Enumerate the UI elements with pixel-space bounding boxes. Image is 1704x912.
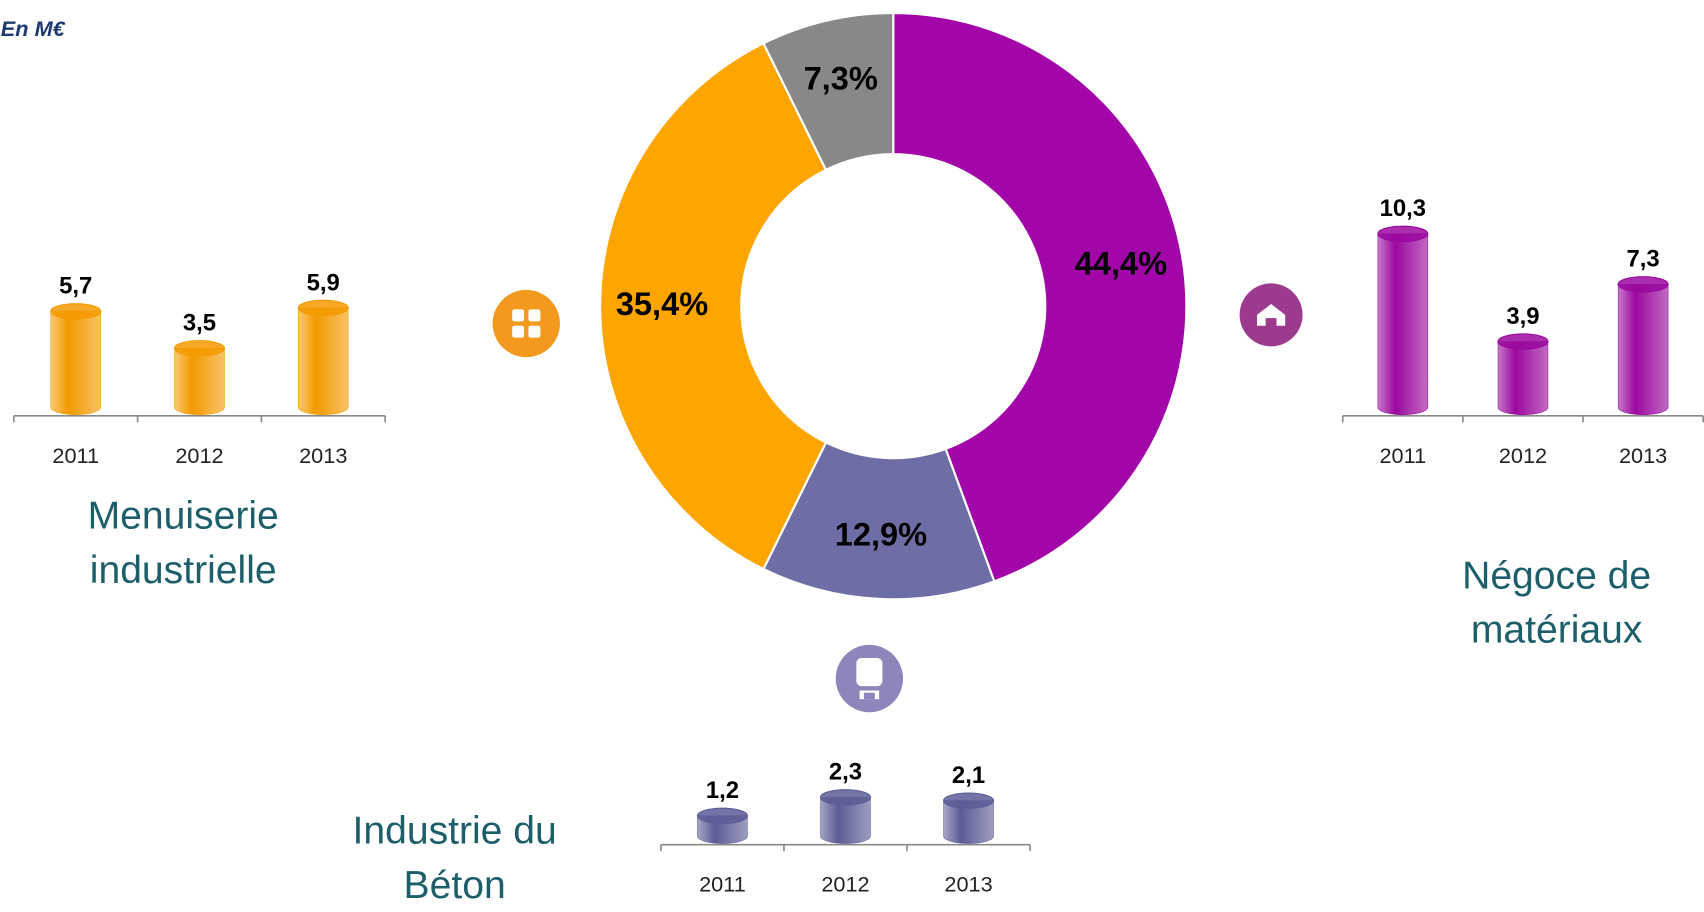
cylinder-top <box>1497 333 1549 350</box>
x-tick-label: 2013 <box>944 872 992 897</box>
chart-title: Négoce de matériaux <box>1462 552 1652 652</box>
donut-segment <box>762 11 895 172</box>
cylinder-top <box>1377 225 1429 242</box>
value-label: 5,7 <box>59 273 92 300</box>
icon-windows <box>492 289 560 358</box>
cylinder-body <box>298 307 349 415</box>
donut-segment <box>599 41 828 571</box>
cylinder-body <box>943 800 994 844</box>
cylinder-top <box>50 303 102 320</box>
cylinder-body <box>1497 341 1549 415</box>
donut-segment <box>892 11 1188 583</box>
x-tick-label: 2011 <box>52 443 99 468</box>
cylinder-top <box>1617 276 1669 293</box>
chart-title: Industrie du Béton <box>352 807 557 907</box>
cylinder-body <box>50 310 101 415</box>
value-label: 44,4% <box>1075 245 1167 281</box>
cylinder-top <box>173 340 225 357</box>
value-label: 3,5 <box>183 310 216 337</box>
x-tick-label: 2011 <box>699 872 746 897</box>
x-tick-label: 2013 <box>299 443 347 468</box>
x-tick-label: 2011 <box>1379 443 1426 468</box>
cylinder-bar <box>1377 225 1429 415</box>
cylinder-body <box>1617 284 1669 415</box>
value-label: 2,3 <box>829 759 862 786</box>
x-tick-label: 2012 <box>175 443 223 468</box>
x-tick-label: 2013 <box>1619 443 1667 468</box>
chart-title-box: Industrie du Béton <box>352 807 557 907</box>
value-label: 35,4% <box>616 286 708 322</box>
value-label: 7,3 <box>1627 246 1660 273</box>
cylinder-bar <box>50 303 102 415</box>
value-label: 5,9 <box>307 269 340 296</box>
cylinder-body <box>1377 233 1429 415</box>
cylinder-bar <box>943 792 995 844</box>
cylinder-bar <box>1617 276 1669 415</box>
cylinder-bar <box>819 789 871 844</box>
icon-concrete <box>835 644 904 713</box>
cylinder-bar <box>696 807 748 844</box>
cylinder-top <box>943 792 995 809</box>
donut-segment <box>762 441 996 601</box>
cylinder-body <box>820 797 871 844</box>
cylinder-bar <box>173 340 225 415</box>
value-label: 1,2 <box>706 777 739 804</box>
unit-note: En M€ <box>1 16 66 41</box>
cylinder-bar <box>1497 333 1549 415</box>
cylinder-top <box>696 807 748 824</box>
value-label: 2,1 <box>952 762 985 789</box>
chart-title-box: Menuiserie industrielle <box>87 492 279 592</box>
cylinder-bar <box>297 299 349 415</box>
icon-house <box>1239 283 1303 347</box>
value-label: 12,9% <box>835 517 927 553</box>
chart-title-box: Négoce de matériaux <box>1462 552 1652 652</box>
cylinder-body <box>174 347 225 415</box>
value-label: 3,9 <box>1506 303 1539 330</box>
x-tick-label: 2012 <box>1499 443 1547 468</box>
x-tick-label: 2012 <box>821 872 869 897</box>
value-label: 10,3 <box>1380 195 1426 222</box>
cylinder-top <box>819 789 871 806</box>
chart-title: Menuiserie industrielle <box>87 492 279 592</box>
value-label: 7,3% <box>804 61 878 97</box>
cylinder-top <box>297 299 349 316</box>
